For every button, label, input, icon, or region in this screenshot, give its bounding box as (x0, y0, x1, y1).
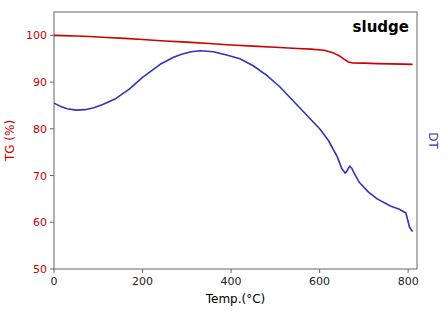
x-tick-label: 600 (309, 275, 330, 288)
chart-title: sludge (353, 18, 409, 36)
x-tick-label: 400 (221, 275, 242, 288)
y-axis-label: TG (%) (3, 120, 17, 162)
x-tick-label: 200 (132, 275, 153, 288)
x-tick-label: 800 (398, 275, 419, 288)
chart: 0 200 400 600 800 50 60 70 80 90 100 Temp.(°C) TG (%… (0, 0, 447, 311)
x-tick (142, 269, 143, 273)
x-tick (54, 269, 55, 273)
y-tick-label: 60 (33, 216, 47, 229)
y2-axis-label: DT (426, 132, 440, 149)
y-tick (50, 35, 54, 36)
y-tick-label: 50 (33, 263, 47, 276)
y-tick-label: 90 (33, 76, 47, 89)
x-tick (408, 269, 409, 273)
series-line (54, 35, 413, 64)
series-group (54, 35, 413, 231)
x-tick-label: 0 (51, 275, 58, 288)
y-tick (50, 222, 54, 223)
y-tick-label: 100 (26, 29, 47, 42)
y-tick (50, 269, 54, 270)
x-tick (231, 269, 232, 273)
plot-frame (54, 12, 417, 269)
x-axis-label: Temp.(°C) (205, 292, 266, 306)
y-tick-label: 80 (33, 123, 47, 136)
y-tick (50, 128, 54, 129)
y-tick-label: 70 (33, 170, 47, 183)
series-line (54, 51, 413, 232)
y-tick (50, 175, 54, 176)
x-tick (319, 269, 320, 273)
y-tick (50, 82, 54, 83)
